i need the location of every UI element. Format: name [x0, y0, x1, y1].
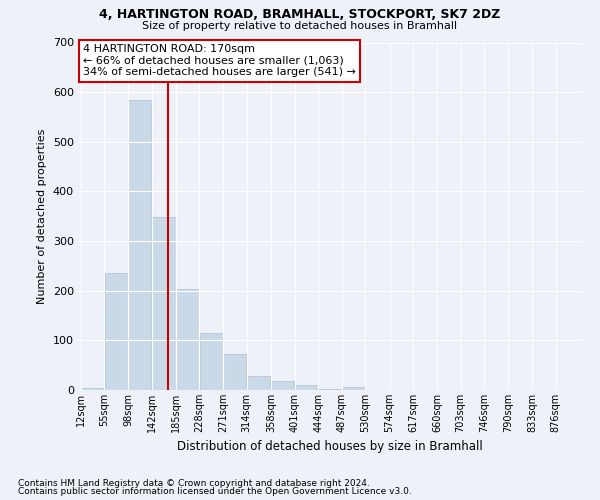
Bar [104, 274, 128, 390]
Bar [342, 386, 365, 390]
Text: 4, HARTINGTON ROAD, BRAMHALL, STOCKPORT, SK7 2DZ: 4, HARTINGTON ROAD, BRAMHALL, STOCKPORT,… [100, 8, 500, 20]
Text: Contains HM Land Registry data © Crown copyright and database right 2024.: Contains HM Land Registry data © Crown c… [18, 478, 370, 488]
Text: Contains public sector information licensed under the Open Government Licence v3: Contains public sector information licen… [18, 487, 412, 496]
Bar [176, 288, 199, 390]
Bar [200, 333, 223, 390]
Bar [247, 376, 270, 390]
Bar [223, 354, 247, 390]
Bar [295, 385, 318, 390]
Y-axis label: Number of detached properties: Number of detached properties [37, 128, 47, 304]
Bar [271, 381, 294, 390]
Bar [128, 100, 151, 390]
Text: 4 HARTINGTON ROAD: 170sqm
← 66% of detached houses are smaller (1,063)
34% of se: 4 HARTINGTON ROAD: 170sqm ← 66% of detac… [83, 44, 356, 78]
Text: Size of property relative to detached houses in Bramhall: Size of property relative to detached ho… [142, 21, 458, 31]
Bar [319, 388, 341, 390]
Bar [152, 217, 176, 390]
Bar [81, 388, 104, 390]
X-axis label: Distribution of detached houses by size in Bramhall: Distribution of detached houses by size … [177, 440, 483, 454]
